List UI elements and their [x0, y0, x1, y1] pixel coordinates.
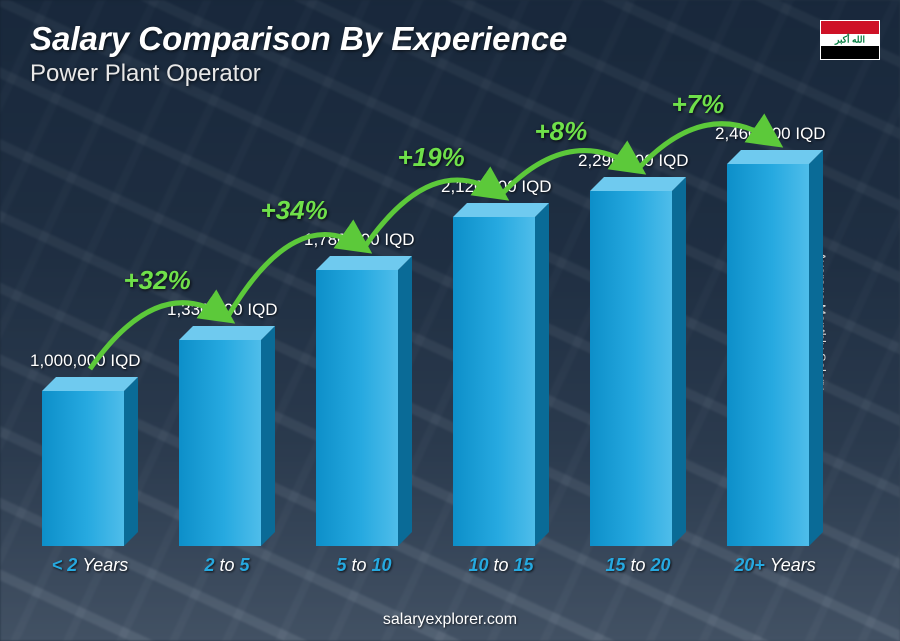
bar-2 [316, 270, 412, 546]
bar-axis-label: 15 to 20 [578, 555, 698, 576]
bar-top [179, 326, 275, 340]
bar-value-label: 2,460,000 IQD [715, 124, 826, 144]
bar-top [727, 150, 823, 164]
chart-title: Salary Comparison By Experience [30, 20, 567, 58]
bar-0 [42, 391, 138, 546]
bar-top [453, 203, 549, 217]
flag-stripe-red [821, 21, 879, 34]
increase-pct-label: +32% [124, 265, 191, 296]
bar-front [590, 191, 672, 546]
content-area: Salary Comparison By Experience Power Pl… [0, 0, 900, 641]
bar-side [809, 150, 823, 546]
bar-front [727, 164, 809, 546]
bar-front [453, 217, 535, 546]
bar-chart: < 2 Years 1,000,000 IQD 2 to 5 1,330,000 IQ… [30, 96, 850, 576]
bar-1 [179, 340, 275, 546]
flag-stripe-black [821, 46, 879, 59]
bar-front [316, 270, 398, 546]
bar-value-label: 1,000,000 IQD [30, 351, 141, 371]
bar-value-label: 1,780,000 IQD [304, 230, 415, 250]
bar-value-label: 2,120,000 IQD [441, 177, 552, 197]
bar-side [535, 203, 549, 546]
bar-axis-label: 2 to 5 [167, 555, 287, 576]
bar-top [42, 377, 138, 391]
footer-attribution: salaryexplorer.com [0, 611, 900, 629]
bar-axis-label: 10 to 15 [441, 555, 561, 576]
bar-5 [727, 164, 823, 546]
bar-axis-label: < 2 Years [30, 555, 150, 576]
bar-side [672, 177, 686, 546]
flag-stripe-white: الله أكبر [821, 34, 879, 47]
increase-pct-label: +34% [261, 195, 328, 226]
country-flag-iraq: الله أكبر [820, 20, 880, 60]
flag-script: الله أكبر [835, 34, 865, 45]
bar-front [42, 391, 124, 546]
bar-axis-label: 20+ Years [715, 555, 835, 576]
bar-side [124, 377, 138, 546]
bar-value-label: 1,330,000 IQD [167, 300, 278, 320]
chart-subtitle: Power Plant Operator [30, 60, 261, 88]
bar-side [398, 256, 412, 546]
bar-side [261, 326, 275, 546]
bar-axis-label: 5 to 10 [304, 555, 424, 576]
bar-4 [590, 191, 686, 546]
bar-3 [453, 217, 549, 546]
increase-pct-label: +7% [672, 89, 725, 120]
bar-value-label: 2,290,000 IQD [578, 151, 689, 171]
bar-top [590, 177, 686, 191]
increase-pct-label: +19% [398, 142, 465, 173]
increase-pct-label: +8% [535, 116, 588, 147]
bar-top [316, 256, 412, 270]
bar-front [179, 340, 261, 546]
